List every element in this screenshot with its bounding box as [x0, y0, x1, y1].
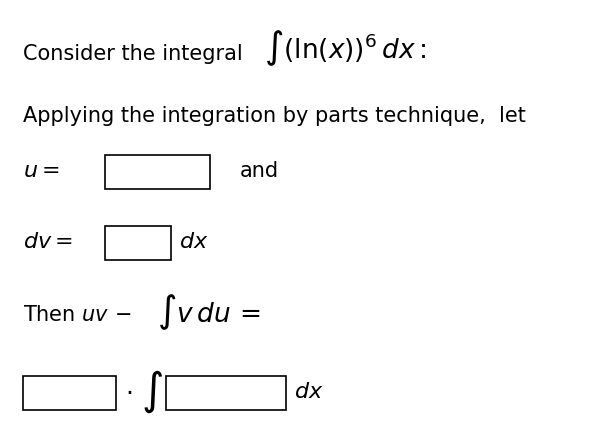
Text: Applying the integration by parts technique,  let: Applying the integration by parts techni… — [24, 106, 526, 126]
Text: $\int(\ln(x))^6\,dx:$: $\int(\ln(x))^6\,dx:$ — [265, 28, 427, 67]
Text: $\cdot$: $\cdot$ — [124, 380, 132, 404]
Text: $dx$: $dx$ — [294, 382, 324, 402]
Text: Then $uv\,-$: Then $uv\,-$ — [24, 305, 132, 325]
FancyBboxPatch shape — [24, 376, 117, 409]
FancyBboxPatch shape — [106, 226, 171, 259]
Text: $\int v\,du\,=$: $\int v\,du\,=$ — [158, 293, 261, 332]
Text: $\int$: $\int$ — [141, 369, 163, 415]
Text: Consider the integral: Consider the integral — [24, 44, 243, 64]
Text: $dx$: $dx$ — [179, 232, 209, 252]
Text: $dv =$: $dv =$ — [24, 232, 73, 252]
FancyBboxPatch shape — [165, 376, 286, 409]
Text: and: and — [240, 161, 279, 181]
Text: $u =$: $u =$ — [24, 161, 60, 181]
FancyBboxPatch shape — [106, 155, 210, 189]
